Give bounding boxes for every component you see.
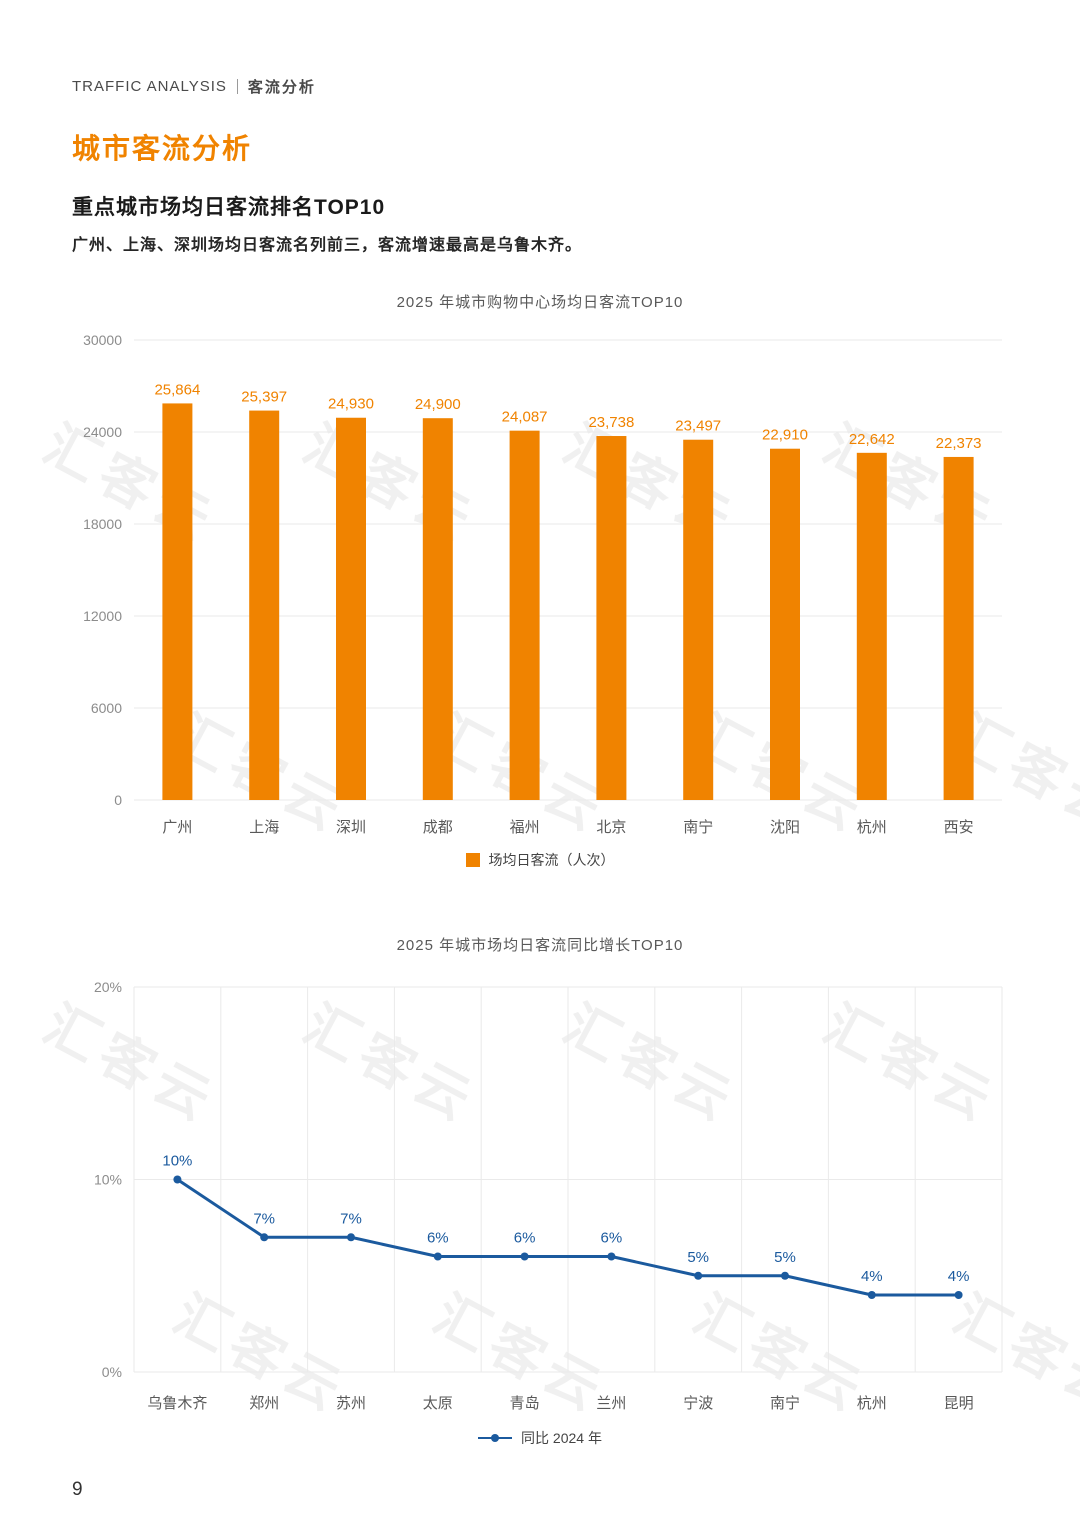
line-chart-section: 2025 年城市场均日客流同比增长TOP10 0% 10% 20% 10% 乌鲁木齐 7%… [72,934,1008,1448]
bar-chart-svg: 0 6000 12000 18000 24000 30000 25,864 广州 25,397 上… [83,332,1002,836]
page-title: 城市客流分析 [72,133,253,164]
trend-line [175,1178,961,1297]
point-value-label: 7% [340,1210,362,1227]
line-chart-svg: 0% 10% 20% 10% 乌鲁木齐 7% 郑州 7% 苏州 6% 太原 6% 青岛 6% 兰州 5% 宁波 5… [94,979,1003,1412]
page-number: 9 [72,1479,83,1500]
data-point [867,1291,876,1299]
x-axis-category-label: 杭州 [857,1395,887,1412]
point-value-label: 6% [514,1230,536,1247]
bar [162,403,193,800]
bar [509,430,540,800]
x-axis-category-label: 福州 [510,819,540,836]
x-axis-category-label: 南宁 [683,819,713,836]
bar [770,448,800,800]
bar [856,452,887,800]
header-english-label: TRAFFIC ANALYSIS [72,78,227,95]
data-point [954,1291,963,1299]
x-axis-category-label: 青岛 [510,1395,540,1412]
y-axis-tick-label: 0 [114,792,122,808]
point-value-label: 4% [948,1268,970,1285]
point-value-label: 10% [162,1153,192,1170]
point-value-label: 6% [427,1230,449,1247]
bar [943,456,974,800]
bar-value-label: 23,738 [588,414,634,431]
legend-line-marker [478,1434,513,1442]
line-chart: 0% 10% 20% 10% 乌鲁木齐 7% 郑州 7% 苏州 6% 太原 6% 青岛 6% 兰州 5% 宁波 5… [72,967,1008,1422]
x-axis-category-label: 上海 [249,819,279,836]
line-chart-title: 2025 年城市场均日客流同比增长TOP10 [396,937,684,954]
data-point [433,1252,442,1261]
data-point [607,1252,616,1261]
header-divider [236,79,238,94]
legend-dot-marker [491,1434,500,1442]
doc-header: TRAFFIC ANALYSIS 客流分析 [72,0,1008,97]
bar-value-label: 22,373 [936,435,982,452]
point-value-label: 5% [687,1249,709,1266]
bar [422,418,453,800]
bar-value-label: 22,642 [849,431,895,448]
section-description: 广州、上海、深圳场均日客流名列前三，客流增速最高是乌鲁木齐。 [72,237,583,254]
bar-value-label: 25,864 [154,381,200,398]
y-axis-tick-label: 24000 [83,424,122,440]
data-point [173,1175,182,1184]
point-value-label: 7% [253,1210,275,1227]
bar [596,436,627,800]
bar-value-label: 23,497 [675,418,721,435]
x-axis-category-label: 乌鲁木齐 [147,1395,207,1412]
x-axis-category-label: 西安 [944,819,974,836]
data-point [520,1252,529,1261]
x-axis-category-label: 广州 [162,819,192,836]
bar-chart-legend: 场均日客流（人次） [72,850,1008,870]
bar [249,410,280,800]
x-axis-category-label: 北京 [596,819,626,836]
bar [336,417,366,800]
bar [683,439,714,800]
y-axis-tick-label: 0% [102,1364,122,1380]
x-axis-category-label: 沈阳 [770,819,800,836]
x-axis-category-label: 苏州 [336,1395,366,1412]
x-axis-category-label: 宁波 [683,1395,713,1412]
data-point [694,1271,703,1280]
point-value-label: 5% [774,1249,796,1266]
section-subtitle: 重点城市场均日客流排名TOP10 [72,196,386,219]
point-value-label: 4% [861,1268,883,1285]
y-axis-tick-label: 30000 [83,332,122,348]
bar-chart: 0 6000 12000 18000 24000 30000 25,864 广州 25,397 上… [72,324,1008,844]
x-axis-category-label: 成都 [423,819,453,836]
line-chart-legend: 同比 2024 年 [72,1428,1008,1448]
x-axis-category-label: 南宁 [770,1395,800,1412]
x-axis-category-label: 太原 [423,1395,453,1412]
bar-value-label: 25,397 [241,389,287,406]
header-chinese-label: 客流分析 [247,79,316,96]
data-point [781,1271,789,1280]
y-axis-tick-label: 20% [94,979,122,995]
y-axis-tick-label: 18000 [83,516,122,532]
bar-chart-section: 2025 年城市购物中心场均日客流TOP10 0 6000 12000 18000 24… [72,291,1008,870]
bar-chart-title: 2025 年城市购物中心场均日客流TOP10 [396,294,684,311]
bar-legend-label: 场均日客流（人次） [488,852,615,868]
x-axis-category-label: 兰州 [596,1395,626,1412]
bar-value-label: 24,900 [415,396,461,413]
bar-value-label: 24,087 [502,409,548,426]
x-axis-category-label: 深圳 [336,819,366,836]
point-value-label: 6% [601,1230,623,1247]
y-axis-tick-label: 12000 [83,608,122,624]
x-axis-category-label: 昆明 [944,1395,974,1412]
y-axis-tick-label: 10% [94,1172,122,1188]
data-point [260,1233,269,1242]
bar-value-label: 22,910 [762,427,808,444]
y-axis-tick-label: 6000 [91,700,122,716]
line-legend-label: 同比 2024 年 [521,1430,602,1446]
x-axis-category-label: 郑州 [249,1395,279,1412]
page-content: TRAFFIC ANALYSIS 客流分析 城市客流分析 重点城市场均日客流排名… [72,0,1008,1448]
x-axis-category-label: 杭州 [857,819,887,836]
legend-color-swatch [465,853,480,867]
data-point [347,1233,355,1242]
bar-value-label: 24,930 [328,396,374,413]
